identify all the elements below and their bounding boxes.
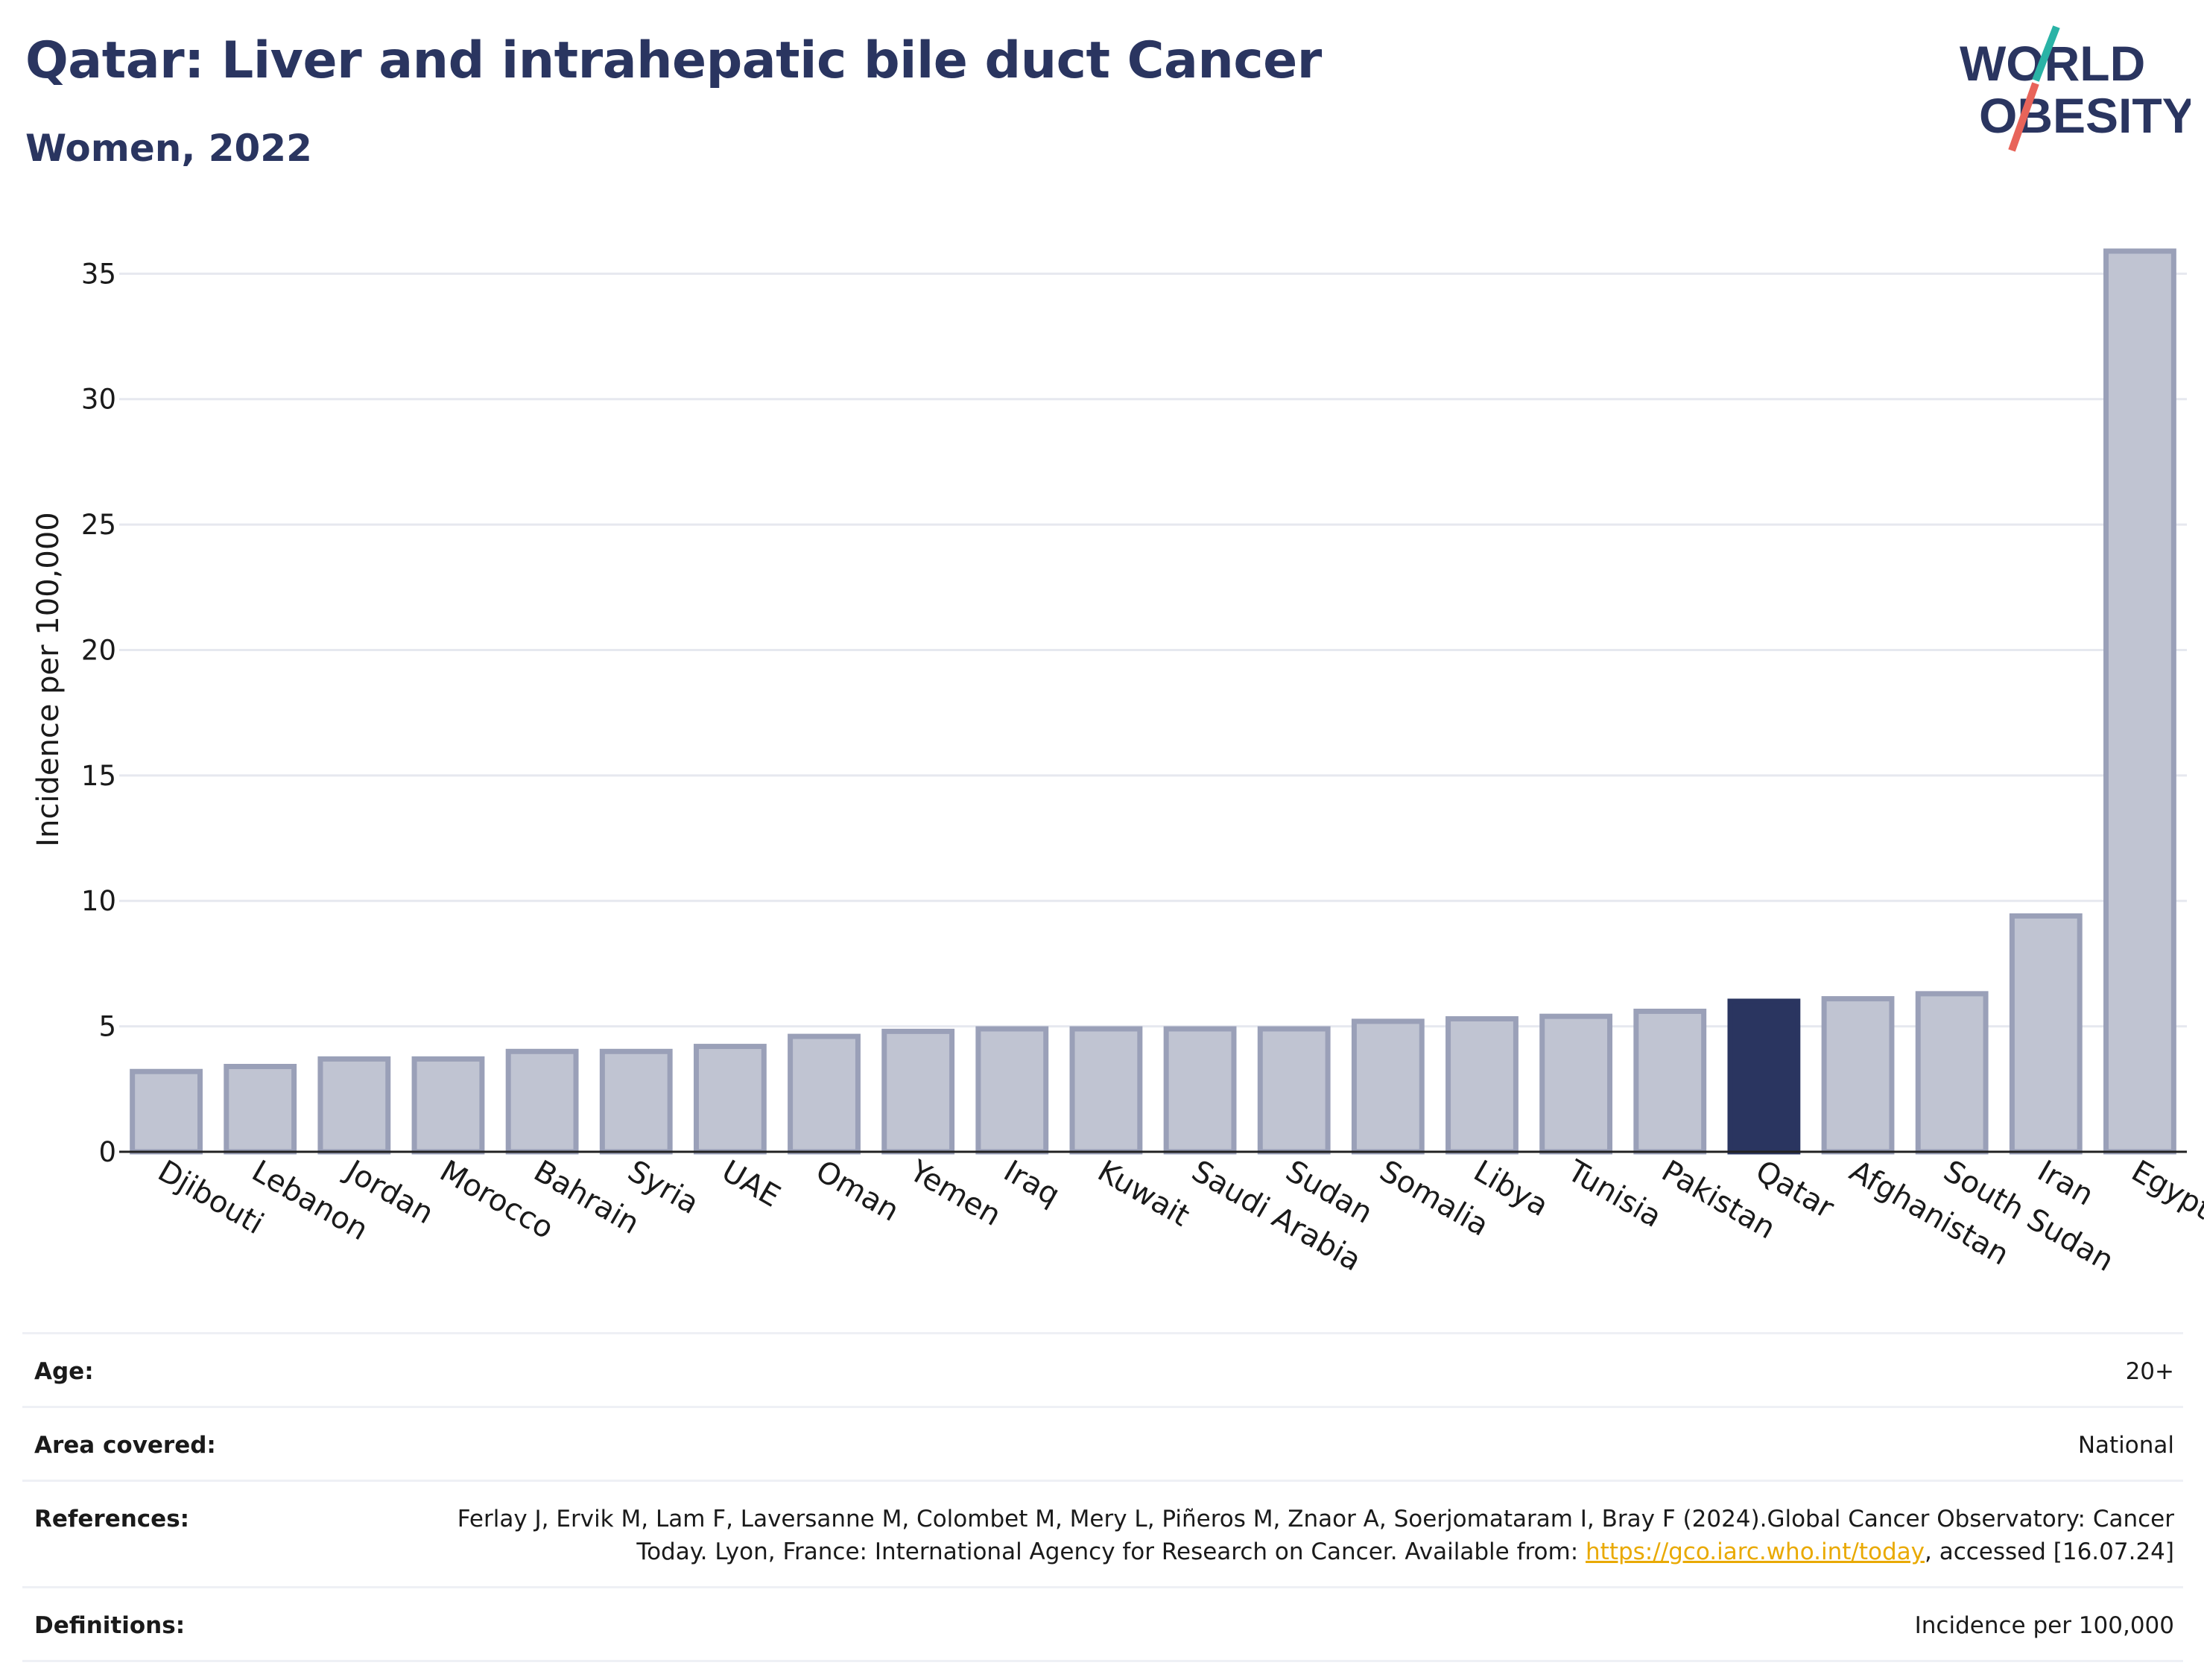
bar-saudi-arabia[interactable] [1163,1026,1237,1155]
y-tick-label: 5 [98,1011,116,1043]
bar-kuwait[interactable] [1069,1026,1143,1155]
bar-libya[interactable] [1445,1016,1519,1155]
gridlines [119,272,2187,1028]
x-tick-label: Kuwait [1092,1154,1195,1234]
bar-qatar[interactable] [1727,998,1801,1155]
x-tick-label: Egypt [2126,1154,2204,1227]
definitions-label: Definitions: [34,1612,186,1639]
page-title: Qatar: Liver and intrahepatic bile duct … [25,31,1322,90]
bars [130,248,2176,1155]
bar-south-sudan[interactable] [1915,991,1989,1155]
age-label: Age: [34,1358,94,1385]
bar-sudan[interactable] [1257,1026,1331,1155]
x-tick-label: Djibouti [152,1154,269,1241]
bar-iran[interactable] [2009,913,2083,1155]
bar-somalia[interactable] [1351,1018,1425,1155]
x-tick-label: UAE [716,1154,786,1214]
y-tick-label: 30 [81,384,116,416]
bar-bahrain[interactable] [505,1048,579,1155]
x-tick-label: Somalia [1374,1154,1495,1243]
bar-syria[interactable] [599,1048,673,1155]
references-accessed: , accessed [16.07.24] [1924,1538,2174,1565]
y-tick-label: 15 [81,760,116,792]
bar-yemen[interactable] [881,1028,955,1155]
references-text: Ferlay J, Ervik M, Lam F, Laversanne M, … [457,1506,2174,1565]
y-tick-label: 35 [81,258,116,290]
info-row-area: Area covered: National [22,1406,2183,1480]
bar-lebanon[interactable] [224,1064,297,1155]
y-tick-label: 0 [98,1136,116,1168]
bar-tunisia[interactable] [1539,1013,1613,1155]
info-row-references: References: Ferlay J, Ervik M, Lam F, La… [22,1480,2183,1586]
x-tick-label: Oman [810,1154,905,1229]
area-label: Area covered: [34,1432,216,1459]
bar-pakistan[interactable] [1633,1008,1707,1155]
bar-chart: 0 5 10 15 20 25 30 35 DjiboutiLebanonJordanMoro… [31,248,2204,1278]
bar-oman[interactable] [788,1033,861,1155]
x-tick-label: Iraq [998,1154,1065,1213]
bar-afghanistan[interactable] [1821,996,1895,1155]
x-tick-label: Tunisia [1561,1153,1667,1234]
age-value: 20+ [2125,1358,2174,1385]
y-axis-label: Incidence per 100,000 [31,512,66,847]
logo-slash-top [2032,25,2060,82]
bar-iraq[interactable] [975,1026,1049,1155]
y-tick-label: 20 [81,634,116,666]
logo-slash-bottom [2008,82,2039,152]
y-axis-ticks: 0 5 10 15 20 25 30 35 [81,258,116,1168]
world-obesity-logo: WORLD OBESITY [1960,25,2191,152]
area-value: National [2077,1432,2174,1459]
y-tick-label: 25 [81,509,116,541]
references-link[interactable]: https://gco.iarc.who.int/today [1586,1538,1925,1565]
x-tick-label: Yemen [903,1153,1007,1233]
references-label: References: [34,1506,190,1532]
info-row-age: Age: 20+ [22,1332,2183,1406]
bar-uae[interactable] [693,1044,767,1155]
definitions-value: Incidence per 100,000 [1914,1612,2174,1639]
bar-egypt[interactable] [2103,248,2176,1155]
bar-djibouti[interactable] [130,1068,203,1155]
bar-morocco[interactable] [411,1056,485,1155]
x-axis-ticks: DjiboutiLebanonJordanMoroccoBahrainSyria… [152,1153,2204,1278]
page-subtitle: Women, 2022 [25,127,312,170]
info-row-definitions: Definitions: Incidence per 100,000 [22,1586,2183,1662]
info-table: Age: 20+ Area covered: National Referenc… [22,1332,2183,1662]
bar-jordan[interactable] [317,1056,391,1155]
references-value: Ferlay J, Ervik M, Lam F, Laversanne M, … [386,1503,2174,1568]
y-tick-label: 10 [81,885,116,917]
